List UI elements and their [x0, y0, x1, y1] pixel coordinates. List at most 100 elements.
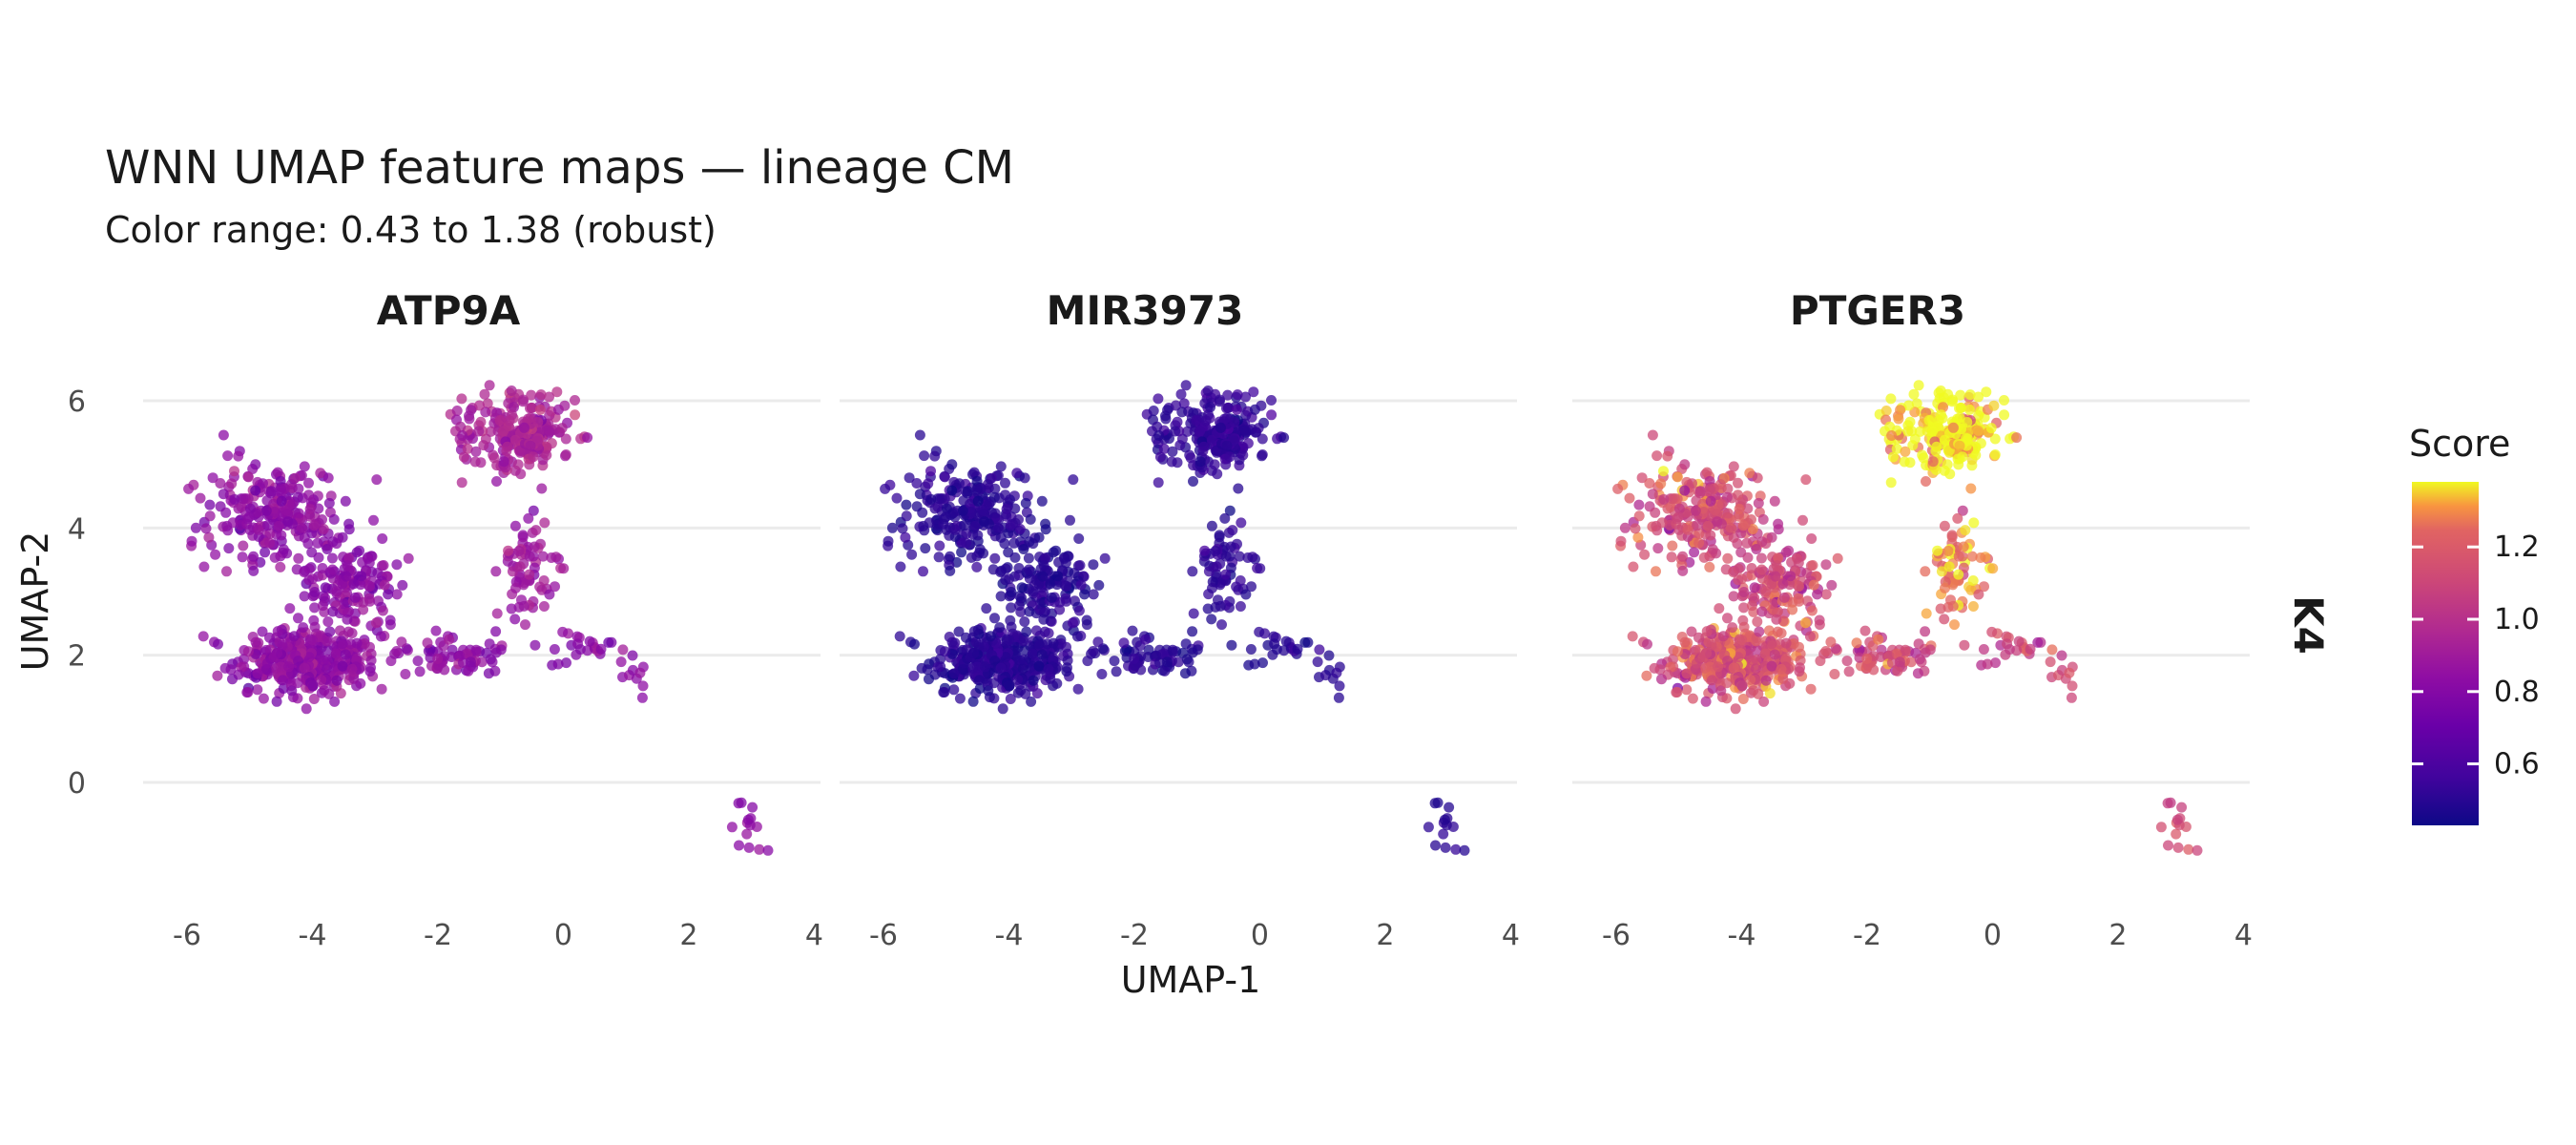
- data-point: [529, 541, 540, 552]
- x-tick-label: -6: [869, 919, 898, 952]
- data-point: [1166, 456, 1177, 468]
- data-point: [509, 520, 521, 531]
- data-point: [304, 504, 316, 514]
- data-point: [1982, 658, 1993, 670]
- data-point: [1754, 626, 1765, 637]
- data-point: [1707, 675, 1717, 686]
- data-point: [264, 537, 276, 549]
- data-point: [1952, 413, 1963, 425]
- data-point: [318, 524, 329, 534]
- data-point: [1933, 415, 1944, 427]
- data-point: [541, 449, 552, 461]
- data-point: [1000, 574, 1011, 586]
- data-point: [1647, 489, 1658, 500]
- data-point: [2171, 814, 2183, 825]
- data-point: [1187, 626, 1198, 637]
- data-point: [1887, 451, 1899, 463]
- data-point: [1892, 665, 1903, 677]
- data-point: [1712, 516, 1723, 528]
- data-point: [252, 668, 263, 679]
- data-point: [1728, 461, 1739, 472]
- data-point: [1698, 552, 1710, 563]
- data-point: [470, 644, 482, 656]
- data-point: [1759, 648, 1771, 659]
- data-point: [269, 552, 280, 563]
- data-point: [276, 530, 287, 541]
- data-point: [1776, 628, 1787, 639]
- data-point: [1231, 404, 1242, 415]
- data-point: [1742, 503, 1754, 514]
- data-point: [1432, 797, 1444, 808]
- data-point: [515, 468, 527, 480]
- data-point: [1206, 520, 1217, 531]
- data-point: [2046, 644, 2058, 656]
- data-point: [959, 520, 969, 531]
- data-point: [1913, 380, 1924, 391]
- data-point: [743, 842, 755, 853]
- data-point: [299, 662, 310, 674]
- data-point: [1054, 604, 1066, 615]
- data-point: [322, 654, 333, 665]
- data-point: [1075, 579, 1087, 591]
- data-point: [1158, 443, 1170, 454]
- data-point: [221, 566, 232, 577]
- data-point: [1175, 388, 1187, 400]
- data-point: [1989, 449, 2001, 460]
- data-point: [1641, 670, 1652, 681]
- data-point: [354, 663, 365, 675]
- data-point: [1082, 656, 1093, 667]
- data-point: [523, 413, 534, 425]
- data-point: [945, 551, 956, 562]
- data-point: [1939, 614, 1950, 625]
- data-point: [1713, 661, 1724, 673]
- data-point: [490, 566, 502, 577]
- data-point: [247, 632, 259, 642]
- x-tick-label: 0: [1984, 919, 2002, 952]
- data-point: [539, 517, 551, 529]
- data-point: [1153, 430, 1165, 441]
- data-point: [962, 488, 973, 499]
- data-point: [301, 703, 312, 715]
- data-point: [1206, 614, 1217, 625]
- data-point: [894, 631, 905, 642]
- data-point: [403, 552, 414, 564]
- data-point: [934, 493, 945, 505]
- data-point: [983, 685, 994, 697]
- data-point: [1681, 668, 1693, 679]
- data-point: [1757, 513, 1769, 525]
- data-point: [933, 552, 945, 563]
- data-point: [1235, 575, 1246, 586]
- data-point: [457, 430, 468, 441]
- data-point: [1671, 687, 1682, 698]
- data-point: [1975, 552, 1986, 563]
- data-point: [1820, 589, 1832, 600]
- data-point: [312, 537, 323, 549]
- data-point: [1006, 602, 1017, 614]
- data-point: [1746, 563, 1757, 573]
- y-axis-label: UMAP-2: [14, 531, 56, 672]
- data-point: [1099, 552, 1111, 564]
- data-point: [2064, 667, 2075, 678]
- data-point: [1153, 657, 1165, 668]
- data-point: [1233, 483, 1244, 494]
- data-point: [1224, 505, 1236, 516]
- data-point: [1012, 675, 1024, 685]
- data-point: [356, 571, 367, 582]
- data-point: [1212, 468, 1223, 480]
- data-point: [1733, 574, 1744, 586]
- colorbar-tick-label: 0.8: [2494, 676, 2540, 709]
- data-point: [1048, 637, 1059, 649]
- data-point: [1266, 409, 1278, 421]
- data-point: [1202, 603, 1214, 614]
- data-point: [376, 683, 387, 695]
- data-point: [359, 638, 370, 649]
- data-point: [504, 415, 515, 427]
- data-point: [897, 523, 908, 534]
- data-point: [1681, 684, 1693, 696]
- data-point: [1207, 582, 1217, 593]
- data-point: [741, 828, 753, 840]
- data-point: [634, 667, 646, 678]
- data-point: [1967, 601, 1979, 612]
- data-point: [1000, 563, 1011, 574]
- data-point: [1895, 405, 1906, 416]
